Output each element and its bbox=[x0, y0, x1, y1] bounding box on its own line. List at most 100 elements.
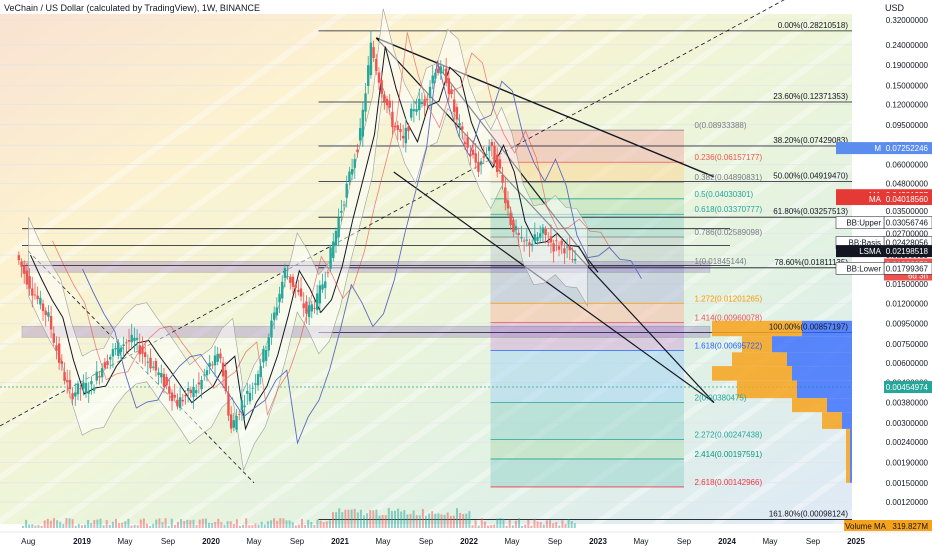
volume-bar bbox=[59, 521, 62, 528]
candle-body bbox=[87, 391, 90, 394]
volume-bar bbox=[412, 510, 415, 528]
candle-body bbox=[213, 355, 217, 366]
price-tick: 0.09500000 bbox=[886, 121, 929, 130]
volume-bar bbox=[536, 521, 539, 528]
price-label-tag bbox=[836, 193, 884, 206]
candle-body bbox=[68, 379, 72, 390]
volume-bar bbox=[208, 522, 210, 528]
candle-body bbox=[25, 270, 29, 285]
candle-body bbox=[92, 387, 96, 391]
volume-bar bbox=[567, 519, 570, 528]
fib-retracement-label: 61.80%(0.03257513) bbox=[773, 207, 848, 216]
candle-body bbox=[264, 349, 268, 361]
volume-bar bbox=[400, 511, 403, 528]
volume-bar bbox=[139, 519, 142, 528]
candle-body bbox=[57, 343, 61, 363]
candle-body bbox=[71, 393, 74, 400]
candle-body bbox=[396, 125, 399, 130]
price-label-value: 0.04018560 bbox=[886, 195, 929, 204]
volume-bar bbox=[304, 525, 307, 528]
volume-bar bbox=[124, 521, 127, 528]
candle-body bbox=[262, 349, 265, 363]
volume-bar bbox=[363, 515, 365, 528]
candle-body bbox=[100, 368, 104, 378]
candle-body bbox=[450, 89, 453, 95]
candle-body bbox=[506, 200, 510, 209]
volume-bar bbox=[549, 520, 551, 528]
price-label-name: BB:Upper bbox=[846, 219, 881, 228]
volume-bar bbox=[108, 524, 111, 528]
volume-bar bbox=[328, 520, 331, 528]
candle-body bbox=[418, 98, 421, 111]
fib-extension-label: 2.618(0.00142966) bbox=[695, 478, 763, 487]
candle-body bbox=[458, 123, 461, 126]
candle-body bbox=[353, 159, 356, 168]
fib-extension-label: 2(0.00380475) bbox=[695, 393, 747, 402]
volume-bar bbox=[521, 525, 524, 528]
price-label-value: 0.02428056 bbox=[886, 239, 929, 248]
volume-bar bbox=[319, 520, 322, 528]
candle-body bbox=[482, 156, 485, 158]
candle-body bbox=[479, 161, 483, 165]
candle-body bbox=[369, 42, 373, 76]
volume-bar bbox=[133, 524, 136, 528]
volume-bar bbox=[177, 521, 179, 528]
candle-body bbox=[195, 390, 198, 394]
volume-bar bbox=[558, 525, 561, 528]
fib-extension-zone bbox=[490, 459, 684, 487]
candle-body bbox=[350, 169, 354, 175]
candle-body bbox=[490, 142, 494, 147]
price-tick: 0.00600000 bbox=[886, 359, 929, 368]
volume-bar-down bbox=[802, 320, 852, 337]
volume-bar-down bbox=[772, 336, 852, 353]
volume-bar bbox=[527, 519, 530, 528]
time-tick: May bbox=[504, 537, 519, 546]
candle-body bbox=[149, 357, 152, 369]
volume-bar bbox=[96, 519, 99, 528]
volume-bar bbox=[105, 520, 108, 528]
candle-body bbox=[520, 237, 523, 239]
volume-bar bbox=[34, 525, 37, 528]
candle-body bbox=[232, 420, 236, 428]
candle-body bbox=[291, 276, 295, 287]
candle-body bbox=[544, 228, 547, 235]
volume-bar bbox=[335, 512, 338, 528]
candle-body bbox=[404, 127, 408, 144]
candle-body bbox=[259, 366, 262, 377]
fib-extension-label: 0.382(0.04890831) bbox=[695, 173, 763, 182]
time-tick: 2024 bbox=[718, 537, 736, 546]
volume-bar bbox=[421, 509, 424, 528]
candle-body bbox=[423, 99, 426, 106]
volume-bar bbox=[347, 509, 350, 528]
rainbow-band bbox=[318, 104, 932, 553]
volume-bar bbox=[499, 518, 502, 528]
candle-body bbox=[254, 383, 257, 385]
volume-bar bbox=[338, 508, 341, 528]
candle-body bbox=[36, 295, 39, 300]
fib-extension-label: 0.5(0.04030301) bbox=[695, 190, 754, 199]
candle-body bbox=[297, 289, 300, 292]
candle-body bbox=[509, 212, 512, 226]
candle-body bbox=[55, 345, 58, 351]
candle-body bbox=[133, 337, 136, 342]
time-tick: May bbox=[762, 537, 777, 546]
candle-body bbox=[211, 364, 214, 366]
candle-body bbox=[173, 394, 176, 398]
time-tick: Sep bbox=[806, 537, 821, 546]
candle-body bbox=[560, 240, 563, 245]
volume-bar bbox=[366, 513, 369, 528]
rainbow-band bbox=[0, 0, 680, 550]
volume-bar bbox=[192, 519, 195, 528]
volume-bar-up bbox=[742, 336, 772, 353]
candle-body bbox=[208, 362, 211, 367]
candle-body bbox=[20, 261, 23, 267]
candle-body bbox=[283, 268, 287, 279]
volume-bar bbox=[87, 519, 90, 528]
time-tick: Sep bbox=[290, 537, 305, 546]
candle-body bbox=[200, 379, 203, 390]
volume-bar bbox=[465, 513, 468, 528]
price-tick: 0.24000000 bbox=[886, 41, 929, 50]
volume-bar bbox=[65, 518, 68, 528]
